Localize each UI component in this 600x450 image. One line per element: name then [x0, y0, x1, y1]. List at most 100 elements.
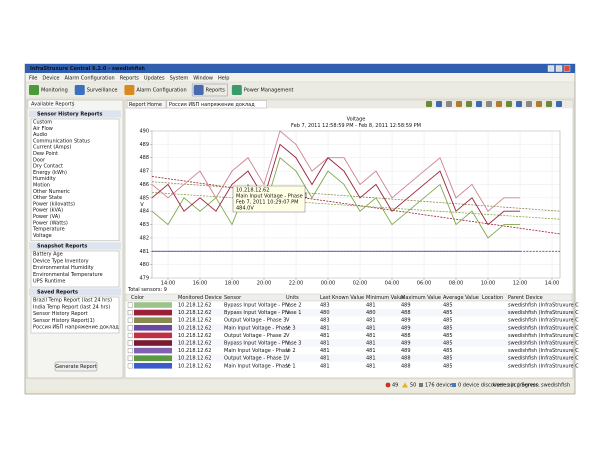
column-header[interactable]: Minimum Value	[366, 295, 405, 301]
menu-item[interactable]: Updates	[144, 76, 165, 82]
report-item[interactable]: Power (kVA)	[33, 208, 63, 214]
chart-tool-icon[interactable]	[456, 101, 462, 107]
report-item[interactable]: UPS Runtime	[33, 279, 65, 285]
toolbar-button[interactable]: Alarm Configuration	[136, 88, 186, 94]
column-header[interactable]: Average Value	[443, 295, 479, 301]
report-item[interactable]: Door	[33, 157, 46, 163]
table-cell: 485	[443, 341, 453, 347]
toolbar-button[interactable]: Power Management	[244, 88, 294, 94]
row-checkbox[interactable]	[127, 317, 133, 323]
chart-tool-icon[interactable]	[436, 101, 442, 107]
menu-item[interactable]: System	[170, 76, 189, 82]
report-item[interactable]: Dry Contact	[33, 164, 63, 170]
toolbar-button[interactable]: Surveillance	[87, 88, 118, 94]
column-header[interactable]: Parent Device	[508, 295, 543, 301]
menu-item[interactable]: Device	[42, 76, 59, 82]
report-item[interactable]: Energy (kWh)	[33, 170, 67, 176]
left-tab-label[interactable]: Available Reports	[31, 102, 75, 108]
row-checkbox[interactable]	[127, 310, 133, 316]
report-item[interactable]: Environmental Humidity	[33, 265, 94, 271]
report-item[interactable]: Sensor History Report	[33, 311, 88, 317]
report-item[interactable]: Audio	[33, 132, 47, 138]
table-cell: 10.218.12.62	[178, 325, 211, 331]
report-item[interactable]: Россия ИБП напряжение доклад	[33, 325, 119, 331]
table-cell: 10.218.12.62	[178, 341, 211, 347]
chart-tool-icon[interactable]	[466, 101, 472, 107]
chart-tool-icon[interactable]	[486, 101, 492, 107]
column-header[interactable]: Sensor	[224, 295, 242, 301]
column-header[interactable]: Last Known Value	[320, 295, 364, 301]
report-item[interactable]: Communication Status	[33, 138, 90, 144]
chart-tool-icon[interactable]	[516, 101, 522, 107]
toolbar-button[interactable]: Monitoring	[41, 88, 68, 94]
report-item[interactable]: Custom	[33, 120, 52, 126]
row-checkbox[interactable]	[127, 355, 133, 361]
chart-tool-icon[interactable]	[496, 101, 502, 107]
report-item[interactable]: Environmental Temperature	[33, 272, 103, 278]
row-checkbox[interactable]	[127, 332, 133, 338]
window-button[interactable]	[555, 65, 563, 72]
report-item[interactable]: Brazil Temp Report (last 24 hrs)	[33, 298, 112, 304]
table-cell: 10.218.12.62	[178, 318, 211, 324]
generate-button[interactable]	[54, 361, 98, 372]
report-item[interactable]: Other State	[33, 195, 62, 201]
window-button[interactable]	[563, 65, 571, 72]
section-list	[30, 296, 120, 334]
report-item[interactable]: Air Flow	[33, 126, 53, 132]
column-header[interactable]: Units	[286, 295, 299, 301]
row-checkbox[interactable]	[127, 302, 133, 308]
row-color-swatch	[134, 363, 172, 369]
report-item[interactable]: Device Type Inventory	[33, 258, 89, 264]
chart-tool-icon[interactable]	[426, 101, 432, 107]
row-checkbox[interactable]	[127, 340, 133, 346]
menu-item[interactable]: Alarm Configuration	[64, 76, 114, 82]
toolbar-icon	[74, 85, 85, 95]
report-item[interactable]: Current (Amps)	[33, 145, 71, 151]
chart-tool-icon[interactable]	[446, 101, 452, 107]
window-button[interactable]	[547, 65, 555, 72]
report-item[interactable]: India Temp Report (last 24 hrs)	[33, 304, 110, 310]
report-item[interactable]: Dew Point	[33, 151, 58, 157]
table-cell: 481	[320, 356, 330, 362]
report-item[interactable]: Battery Age	[33, 252, 63, 258]
report-item[interactable]: Humidity	[33, 176, 56, 182]
report-item[interactable]: Temperature	[32, 227, 65, 233]
chart-tool-icon[interactable]	[506, 101, 512, 107]
toolbar-button[interactable]: Reports	[206, 88, 226, 94]
menu-item[interactable]: Help	[218, 76, 229, 82]
chart-tool-icon[interactable]	[476, 101, 482, 107]
report-item[interactable]: Voltage	[33, 233, 52, 239]
report-tab[interactable]: Россия ИБП напряжение доклад	[169, 102, 255, 108]
report-item[interactable]: Power (kilovatts)	[33, 201, 75, 207]
menu-item[interactable]: File	[29, 76, 37, 82]
menu-item[interactable]: Window	[193, 76, 213, 82]
column-header[interactable]: Monitored Device	[178, 295, 222, 301]
row-checkbox[interactable]	[127, 363, 133, 369]
report-tab-box	[126, 100, 167, 109]
row-checkbox[interactable]	[127, 348, 133, 354]
x-tick-label: 14:00	[161, 281, 175, 287]
table-cell: 485	[443, 325, 453, 331]
chart-tool-icon[interactable]	[556, 101, 562, 107]
column-header[interactable]: Maximum Value	[401, 295, 441, 301]
chart-tool-icon[interactable]	[526, 101, 532, 107]
trend-line	[151, 181, 561, 212]
generate-button-label[interactable]: Generate Report	[55, 364, 97, 370]
chart-tool-icon[interactable]	[536, 101, 542, 107]
report-item[interactable]: Other Numeric	[33, 189, 70, 195]
table-cell: 481	[320, 363, 330, 369]
column-header[interactable]: Location	[482, 295, 503, 301]
table-cell: 481	[366, 348, 376, 354]
table-cell: 481	[366, 303, 376, 309]
chart-tool-icon[interactable]	[546, 101, 552, 107]
row-color-swatch	[134, 317, 172, 323]
report-tab[interactable]: Report Home	[129, 102, 162, 108]
report-item[interactable]: Power (Watts)	[33, 220, 68, 226]
column-header[interactable]: Color	[131, 295, 145, 301]
report-item[interactable]: Power (VA)	[33, 214, 60, 220]
report-item[interactable]: Sensor History Report(1)	[33, 318, 95, 324]
report-item[interactable]: Motion	[33, 183, 50, 189]
menu-item[interactable]: Reports	[120, 76, 140, 82]
row-checkbox[interactable]	[127, 325, 133, 331]
x-tick-label: 00:00	[321, 281, 335, 287]
